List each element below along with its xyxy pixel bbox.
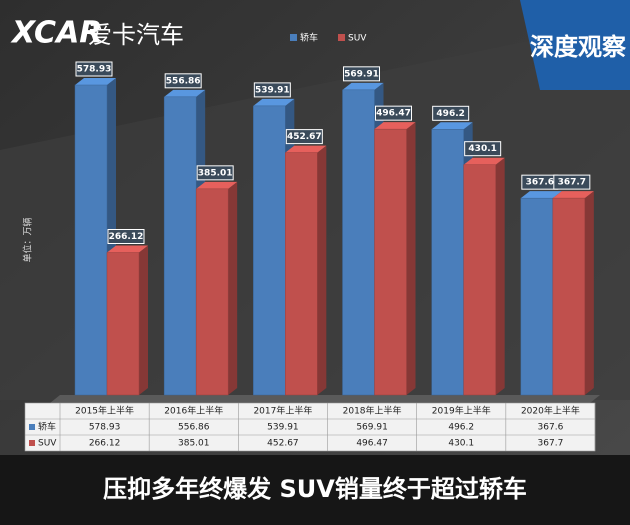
x-tick-label: 2020年上半年 [521,405,580,417]
bar-side [406,122,416,395]
table-swatch [29,440,35,446]
bar [552,197,586,396]
table-cell: 266.12 [89,439,121,449]
table-cell: 367.7 [538,439,564,449]
bar-top [552,191,594,199]
data-label: 496.47 [376,109,411,119]
table-cell: 556.86 [178,423,210,433]
data-table-bg [24,402,596,452]
bar-top [253,98,295,106]
floor [50,395,600,403]
data-label-box [464,141,502,157]
table-cell: 452.67 [267,439,299,449]
table-cell: 569.91 [356,423,388,433]
logo-mark: XCAR [10,16,102,51]
bar [253,105,286,396]
y-axis-label: 单位：万辆 [22,217,34,262]
caption: 压抑多年终爆发 SUV销量终于超过轿车 [103,475,527,503]
data-label: 266.12 [109,232,144,242]
table-cell: 496.2 [448,423,474,433]
bar-top [107,245,148,253]
table-cell: 496.47 [356,439,388,449]
data-label-box [285,129,323,145]
bar [431,129,464,396]
bar-top [75,78,116,85]
bar-side [495,157,505,395]
bar-top [196,181,238,189]
bar-top [285,145,327,153]
bar [106,252,140,396]
table-cell: 385.01 [178,439,210,449]
bar [520,197,554,396]
bar [374,128,407,396]
data-label-box [343,66,380,82]
x-tick-label: 2019年上半年 [432,405,491,417]
data-label-box [375,105,412,121]
bar [195,188,229,396]
data-label: 367.7 [558,178,586,188]
bar-side [317,145,327,395]
bar-top [463,157,505,165]
data-label-box [75,61,113,77]
bar-side [228,181,238,395]
x-tick-label: 2018年上半年 [343,405,402,417]
bar-side [584,191,594,395]
data-label: 452.67 [287,132,322,142]
data-label: 385.01 [198,168,233,178]
data-label: 496.2 [436,109,464,119]
bar [463,164,496,396]
bar-top [374,122,416,130]
logo-text: 爱卡汽车 [88,21,184,49]
data-label: 430.1 [468,144,496,154]
bar [163,96,197,396]
data-label-box [164,73,202,89]
bar [342,89,375,396]
badge-bg [520,0,630,90]
badge: 深度观察 [530,33,627,61]
data-label: 556.86 [166,76,201,86]
table-cell: 539.91 [267,423,299,433]
legend-swatch [290,34,297,41]
table-series-label: SUV [38,439,57,449]
legend-label: SUV [348,34,367,44]
data-label: 578.93 [77,65,112,75]
bar-side [139,245,148,395]
table-swatch [29,424,35,430]
data-label: 569.91 [344,69,379,79]
data-label-box [432,105,470,121]
legend-label: 轿车 [300,32,318,44]
bar-top [164,89,206,97]
table-series-label: 轿车 [38,421,56,433]
bar [74,84,108,396]
data-label-box [553,174,591,190]
table-cell: 367.6 [538,423,564,433]
table-cell: 578.93 [89,423,121,433]
data-label-box [107,229,145,245]
x-tick-label: 2015年上半年 [75,405,134,417]
table-cell: 430.1 [448,439,474,449]
x-tick-label: 2017年上半年 [253,405,312,417]
bar-top [431,122,473,130]
x-tick-label: 2016年上半年 [164,405,223,417]
data-label-box [253,82,291,98]
data-label-box [196,165,234,181]
bar [285,152,318,396]
caption-bg [0,455,630,525]
bar-top [520,191,562,199]
legend-swatch [338,34,345,41]
data-label: 539.91 [255,85,290,95]
bar-top [342,82,384,90]
data-label: 367.6 [526,178,554,188]
